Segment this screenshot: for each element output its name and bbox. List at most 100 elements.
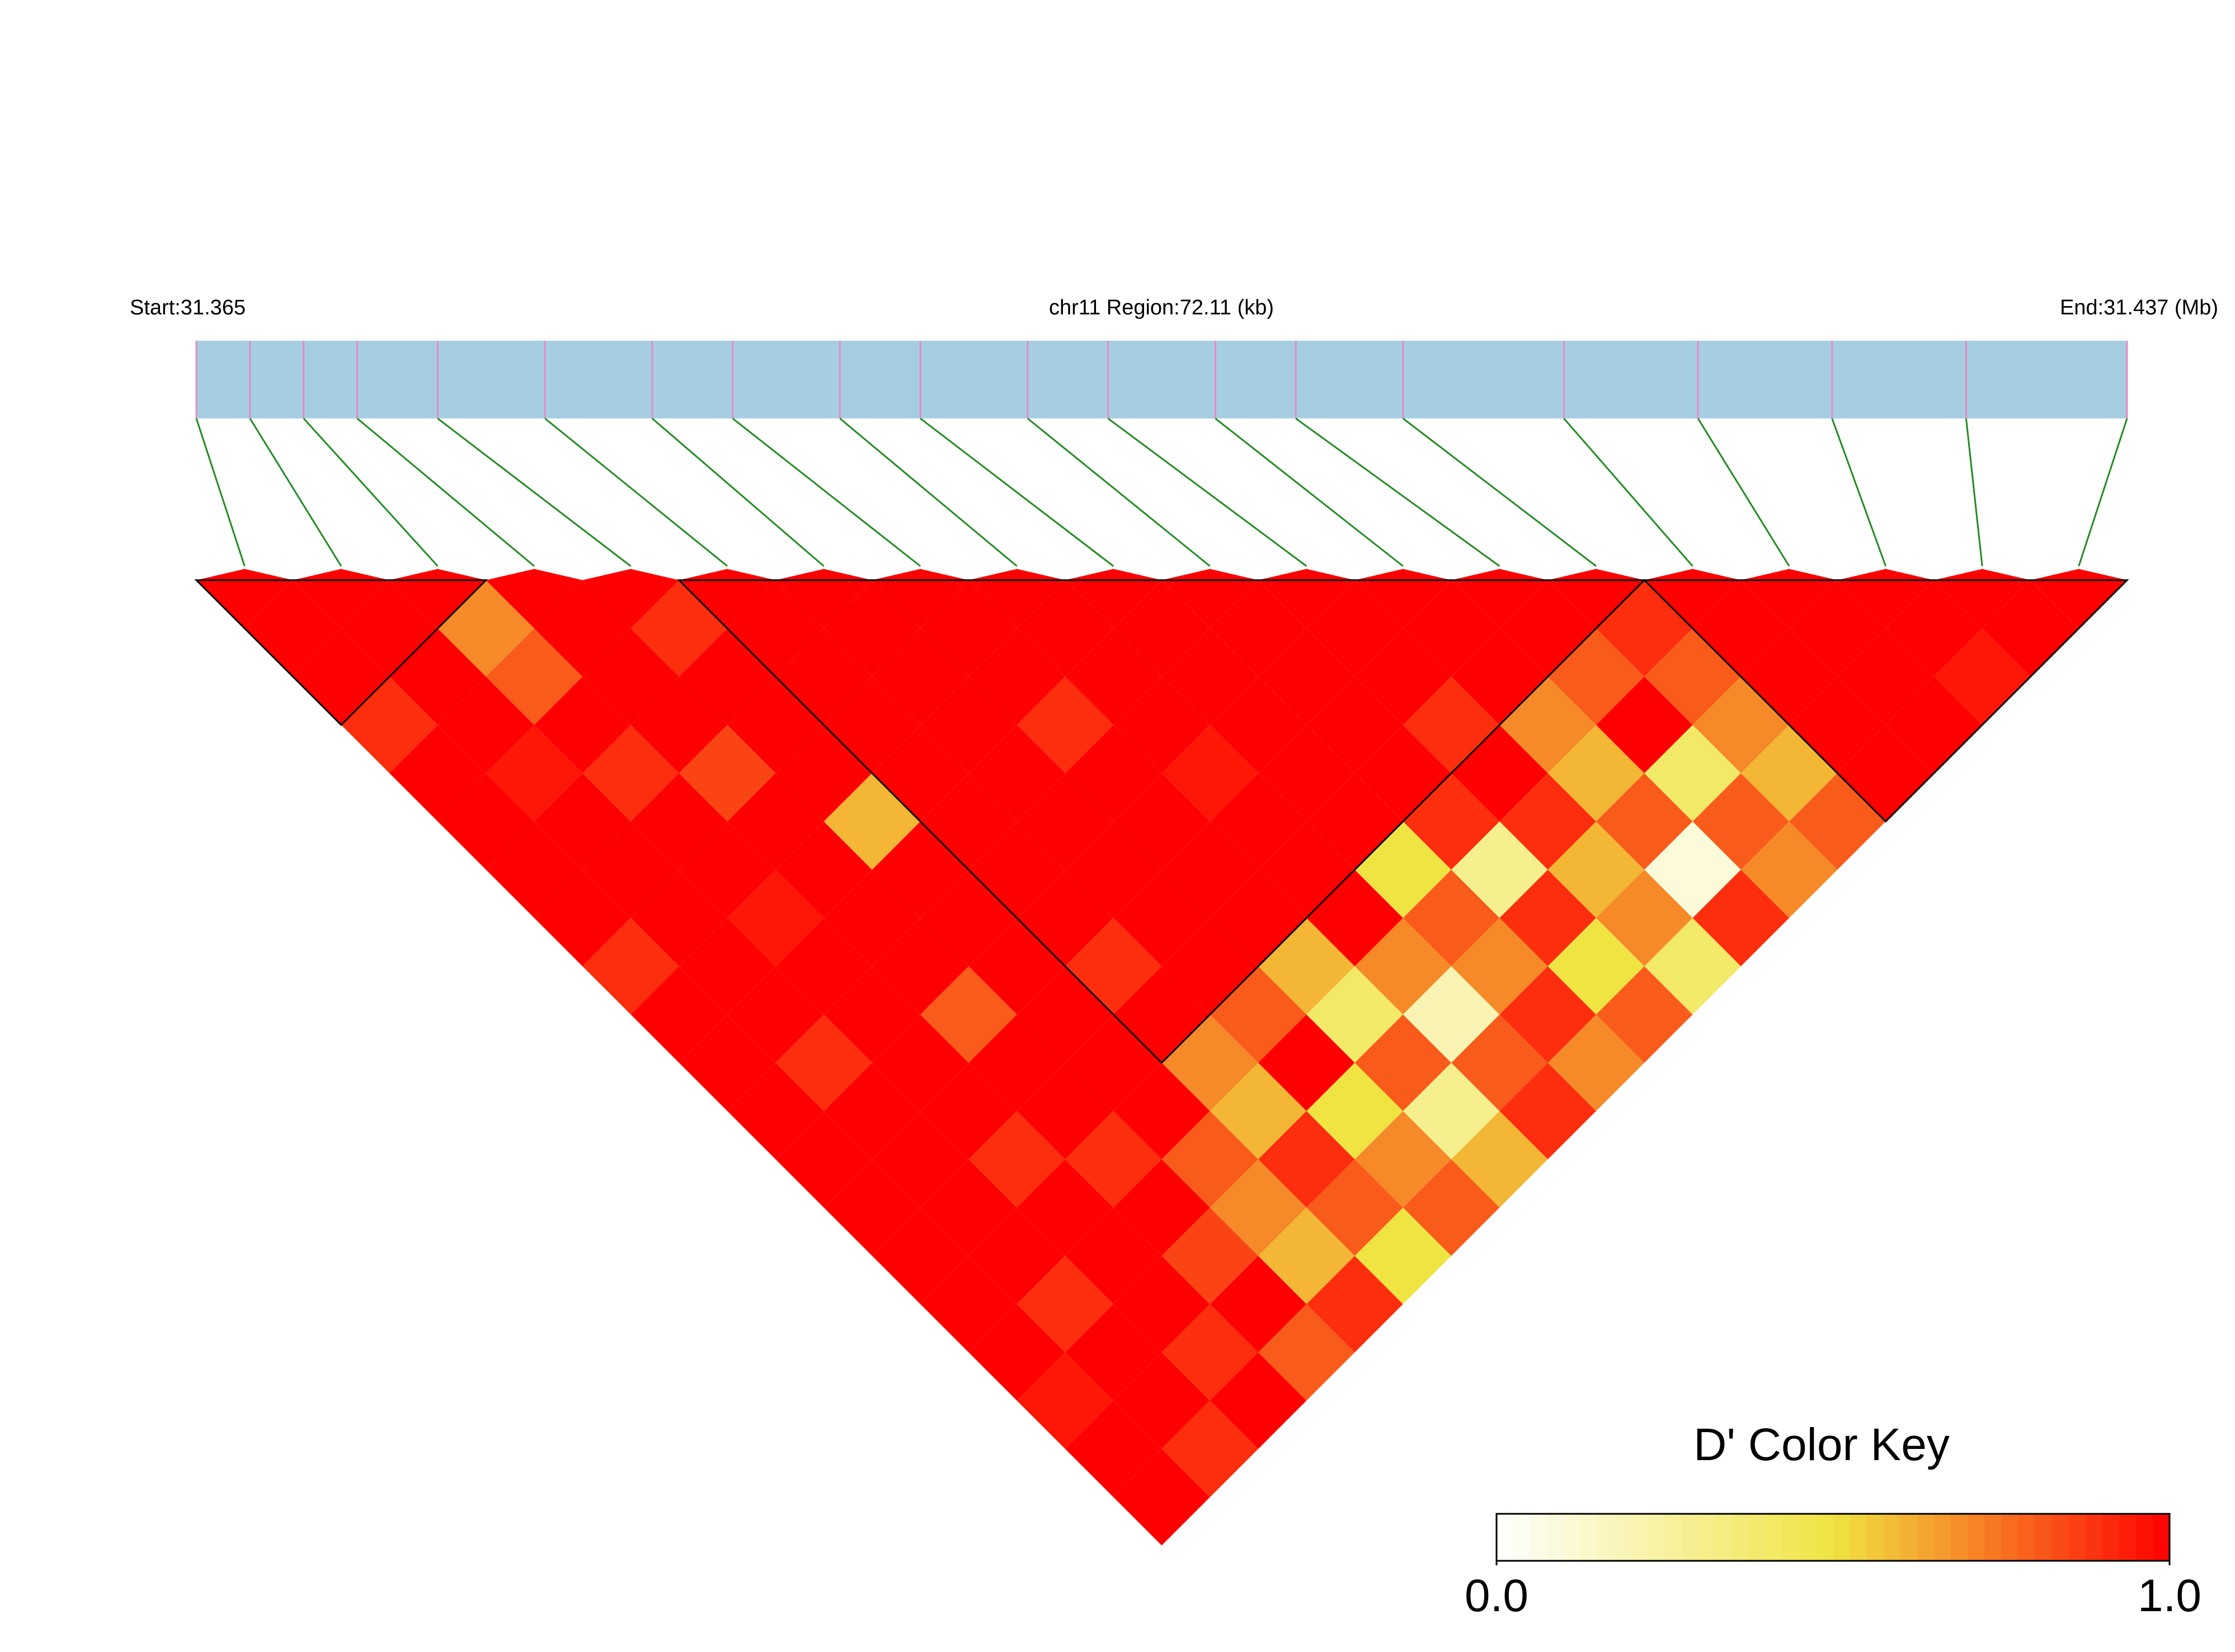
- ld-cell: [1017, 1159, 1114, 1256]
- ld-cell: [1017, 966, 1114, 1063]
- ld-cell: [582, 628, 679, 725]
- ld-cell: [486, 821, 583, 918]
- ld-cell: [968, 1014, 1065, 1112]
- ld-cell: [1354, 1014, 1452, 1112]
- key-swatch: [2102, 1514, 2120, 1561]
- ld-cell: [1740, 724, 1838, 822]
- ld-cell: [1161, 628, 1259, 725]
- ld-cell: [1451, 821, 1548, 918]
- ld-cell: [1403, 1062, 1500, 1160]
- key-swatch: [1900, 1514, 1918, 1561]
- ld-cell: [1403, 966, 1500, 1063]
- ld-cell: [1258, 1111, 1355, 1208]
- end-label: End:31.437 (Mb): [2060, 296, 2218, 319]
- diagonal-cell: [1258, 569, 1355, 629]
- ld-cell: [1017, 580, 1114, 677]
- ld-cell: [1306, 966, 1403, 1063]
- snp-connector: [651, 417, 825, 567]
- snp-connector: [1295, 417, 1500, 567]
- snp-connector: [544, 417, 728, 567]
- ld-cell: [1451, 1014, 1548, 1112]
- key-swatch: [2001, 1514, 2019, 1561]
- ld-cell: [1789, 580, 1886, 677]
- ld-cell: [1210, 966, 1307, 1063]
- ld-cell: [872, 1207, 969, 1305]
- ld-cell: [1596, 966, 1693, 1063]
- ld-cell: [679, 917, 776, 1015]
- ld-cell: [824, 966, 921, 1063]
- ld-cell: [920, 1062, 1017, 1160]
- ld-cell: [1644, 821, 1741, 918]
- ld-cell: [1403, 869, 1500, 967]
- ld-cell: [341, 580, 438, 677]
- ld-cell: [920, 1159, 1017, 1256]
- key-swatch: [2018, 1514, 2036, 1561]
- ld-cell: [1499, 580, 1596, 677]
- key-swatch: [1513, 1514, 1531, 1561]
- key-swatch: [1833, 1514, 1851, 1561]
- ld-cell: [1017, 676, 1114, 774]
- key-swatch: [2052, 1514, 2069, 1561]
- key-frame: [1495, 1513, 2171, 1562]
- ld-cell: [1837, 724, 1934, 822]
- ld-cell: [1403, 580, 1500, 677]
- ld-cell: [824, 869, 921, 967]
- ld-cell: [1161, 1111, 1259, 1208]
- ld-cell: [1161, 724, 1259, 822]
- ld-cell: [1065, 1111, 1162, 1208]
- ld-cell: [1692, 580, 1790, 677]
- snp-connector: [2078, 418, 2128, 567]
- key-swatch: [1614, 1514, 1632, 1561]
- ld-cell: [534, 869, 631, 967]
- ld-cell: [727, 773, 824, 870]
- snp-connector: [249, 418, 342, 567]
- key-swatch: [1715, 1514, 1733, 1561]
- diagonal-cell: [968, 569, 1065, 629]
- ld-cell: [1885, 676, 1983, 774]
- snp-connector: [1027, 417, 1211, 567]
- region-label: chr11 Region:72.11 (kb): [1049, 296, 1274, 319]
- ld-cell: [1113, 966, 1210, 1063]
- genome-bar: [196, 341, 2127, 418]
- snp-connector: [732, 417, 921, 567]
- diagonal-cell: [196, 569, 293, 629]
- key-tick-label: 1.0: [2138, 1570, 2201, 1621]
- key-swatch: [1681, 1514, 1699, 1561]
- ld-cell: [437, 773, 534, 870]
- ld-cell: [1258, 1207, 1355, 1305]
- diagonal-cell: [293, 569, 390, 629]
- key-swatch: [1951, 1514, 1969, 1561]
- diagonal-cell: [1161, 569, 1259, 629]
- key-swatch: [1850, 1514, 1867, 1561]
- ld-cell: [727, 1062, 824, 1160]
- snp-connector: [303, 417, 439, 567]
- ld-cell: [1017, 1062, 1114, 1160]
- ld-cell: [920, 966, 1017, 1063]
- haplotype-block: [1642, 579, 2129, 823]
- ld-cell: [389, 724, 486, 822]
- snp-connector: [1831, 418, 1887, 567]
- ld-cell: [775, 1111, 872, 1208]
- ld-cell: [920, 869, 1017, 967]
- snp-connector: [1402, 417, 1597, 567]
- ld-cell: [1161, 917, 1259, 1015]
- key-swatch: [1664, 1514, 1682, 1561]
- diagonal-cell: [389, 569, 486, 629]
- ld-cell: [486, 628, 583, 725]
- ld-cell: [1210, 1352, 1307, 1449]
- ld-cell: [1403, 676, 1500, 774]
- ld-cell: [534, 580, 631, 677]
- ld-cell: [1982, 580, 2079, 677]
- ld-cell: [1161, 1304, 1259, 1401]
- ld-cell: [824, 1062, 921, 1160]
- ld-cell: [1354, 821, 1452, 918]
- ld-cell: [244, 580, 341, 677]
- ld-cell: [582, 917, 679, 1015]
- haplotype-block: [194, 579, 488, 726]
- key-swatch: [1564, 1514, 1582, 1561]
- ld-cell: [1644, 917, 1741, 1015]
- ld-cell: [1547, 1014, 1645, 1112]
- ld-cell: [968, 724, 1065, 822]
- ld-cell: [1065, 1304, 1162, 1401]
- key-swatch: [1816, 1514, 1834, 1561]
